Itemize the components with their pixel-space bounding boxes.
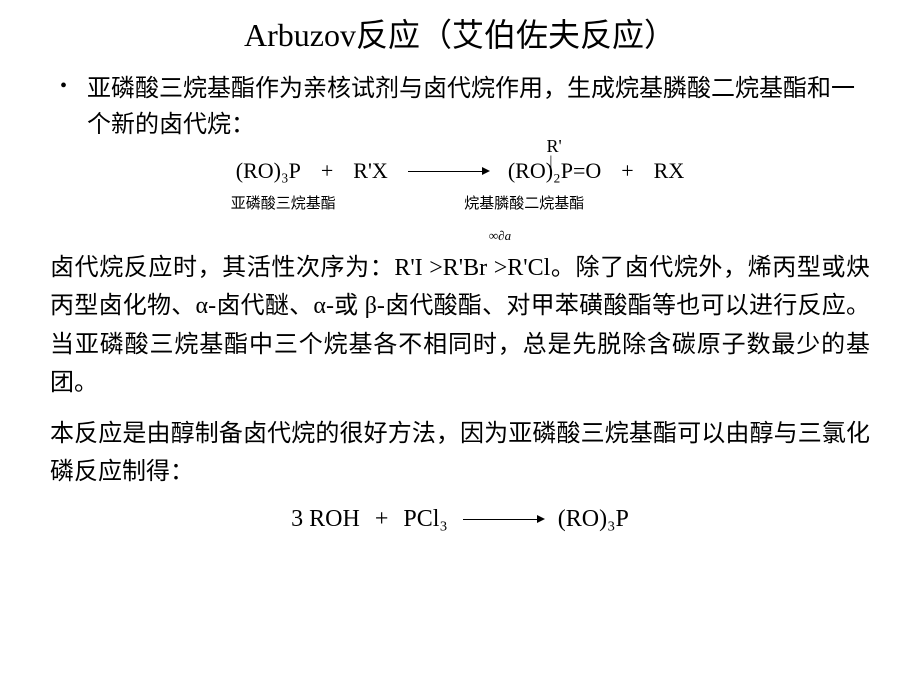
eq1-label-left: 亚磷酸三烷基酯 — [231, 192, 336, 213]
eq1-product1: (RO)₂P=O — [508, 158, 601, 184]
body-paragraph-2: 本反应是由醇制备卤代烷的很好方法，因为亚磷酸三烷基酯可以由醇与三氯化磷反应制得： — [50, 415, 870, 492]
small-symbol-text: ∞∂a — [50, 228, 870, 244]
body-paragraph-1: 卤代烷反应时，其活性次序为：R'I >R'Br >R'Cl。除了卤代烷外，烯丙型… — [50, 249, 870, 403]
eq1-label-right: 烷基膦酸二烷基酯 — [464, 192, 584, 213]
eq1-reactant1: (RO)₃P — [236, 158, 301, 184]
bullet-marker: • — [60, 71, 67, 101]
eq1-arrow — [408, 171, 488, 172]
eq1-product2: RX — [654, 158, 685, 184]
bullet-intro: • 亚磷酸三烷基酯作为亲核试剂与卤代烷作用，生成烷基膦酸二烷基酯和一个新的卤代烷… — [50, 71, 870, 143]
eq1-bond-line: | — [550, 154, 553, 170]
eq2-reactant2: PCl₃ — [403, 506, 447, 533]
eq2-reactant1: 3 ROH — [291, 506, 360, 533]
bullet-intro-text: 亚磷酸三烷基酯作为亲核试剂与卤代烷作用，生成烷基膦酸二烷基酯和一个新的卤代烷： — [87, 71, 870, 143]
eq1-labels: 亚磷酸三烷基酯 烷基膦酸二烷基酯 — [236, 192, 684, 213]
eq2-plus: + — [375, 506, 389, 533]
equation-1: (RO)₃P + R'X R' | (RO)₂P=O + RX 亚磷酸三烷基酯 … — [50, 158, 870, 213]
eq2-product: (RO)₃P — [558, 506, 629, 533]
eq1-reactant2: R'X — [353, 158, 388, 184]
slide-title: Arbuzov反应（艾伯佐夫反应） — [50, 10, 870, 56]
equation-2-row: 3 ROH + PCl₃ (RO)₃P — [291, 506, 629, 533]
equation-2: 3 ROH + PCl₃ (RO)₃P — [50, 506, 870, 533]
eq1-product-container: R' | (RO)₂P=O — [508, 158, 601, 184]
eq1-plus1: + — [321, 158, 333, 184]
eq1-plus2: + — [621, 158, 633, 184]
eq2-arrow — [463, 519, 543, 520]
equation-1-row: (RO)₃P + R'X R' | (RO)₂P=O + RX — [236, 158, 684, 184]
